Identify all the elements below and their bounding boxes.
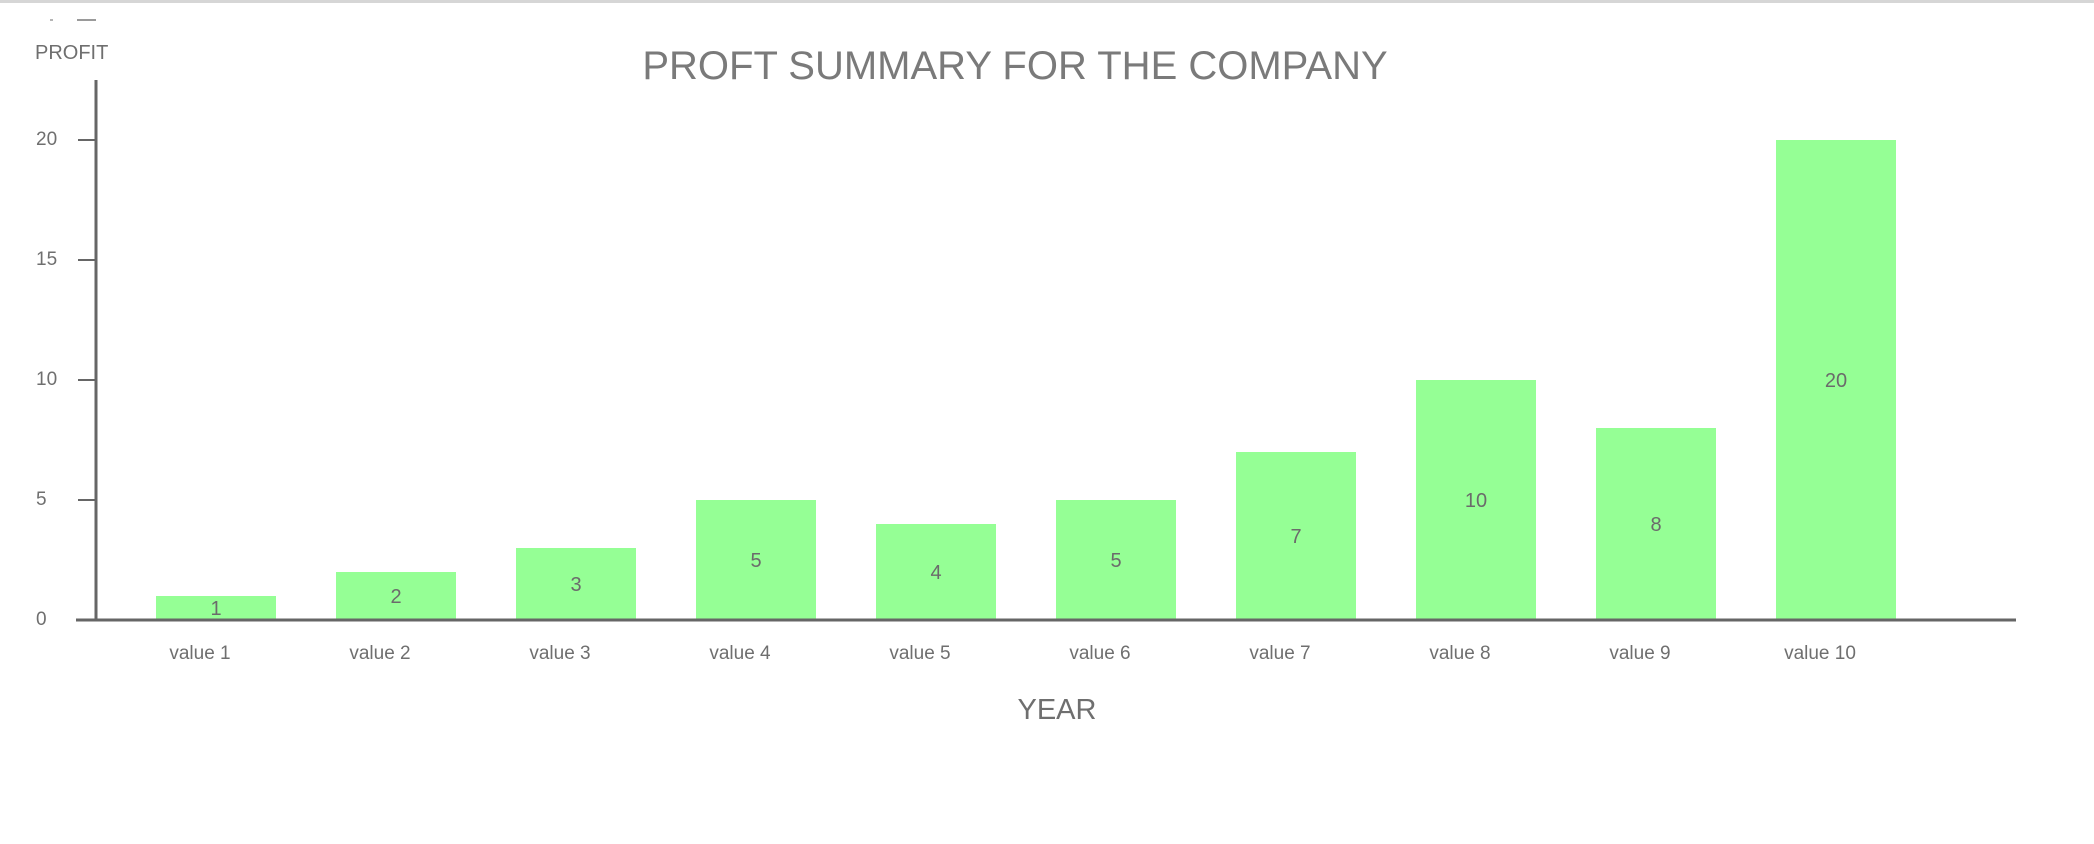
bar-7: [1236, 452, 1356, 620]
window-top-border: [0, 0, 2094, 3]
y-axis-label: PROFIT: [35, 42, 108, 64]
bars-group: 1 value 1 2 value 2 3 value 3 5 value 4 4 value 5…: [156, 140, 1896, 664]
y-tick-label: 20: [36, 129, 57, 150]
bar-9: [1596, 428, 1716, 620]
bar-5: [876, 524, 996, 620]
data-label-8: 10: [1465, 490, 1487, 512]
data-label-9: 8: [1650, 514, 1661, 536]
y-ticks-group: 0 5 10 15 20: [36, 129, 96, 630]
x-tick-label-2: value 2: [349, 643, 410, 664]
x-tick-label-4: value 4: [709, 643, 771, 664]
x-tick-label-8: value 8: [1429, 643, 1490, 664]
x-tick-label-3: value 3: [529, 643, 590, 664]
y-tick-label: 15: [36, 249, 57, 270]
x-tick-label-5: value 5: [889, 643, 950, 664]
data-label-5: 4: [930, 562, 941, 584]
x-tick-label-6: value 6: [1069, 643, 1130, 664]
bar-2: [336, 572, 456, 620]
data-label-7: 7: [1290, 526, 1301, 548]
axes-group: [76, 80, 2016, 622]
bar-3: [516, 548, 636, 620]
x-tick-label-1: value 1: [169, 643, 230, 664]
window-dot-mark: [50, 19, 53, 21]
y-tick-label: 0: [36, 609, 47, 630]
bar-4: [696, 500, 816, 620]
chart-title: PROFT SUMMARY FOR THE COMPANY: [642, 44, 1387, 88]
data-label-1: 1: [210, 598, 221, 620]
data-label-6: 5: [1110, 550, 1121, 572]
x-axis-label: YEAR: [1018, 694, 1097, 726]
bar-8: [1416, 380, 1536, 620]
x-tick-label-10: value 10: [1784, 643, 1856, 664]
x-tick-label-7: value 7: [1249, 643, 1310, 664]
data-label-10: 20: [1825, 370, 1847, 392]
bar-10: [1776, 140, 1896, 620]
data-label-2: 2: [390, 586, 401, 608]
window-dash-mark: [77, 19, 96, 21]
x-tick-label-9: value 9: [1609, 643, 1670, 664]
data-label-4: 5: [750, 550, 761, 572]
data-label-3: 3: [570, 574, 581, 596]
y-tick-label: 5: [36, 489, 47, 510]
y-tick-label: 10: [36, 369, 57, 390]
bar-1: [156, 596, 276, 620]
bar-6: [1056, 500, 1176, 620]
